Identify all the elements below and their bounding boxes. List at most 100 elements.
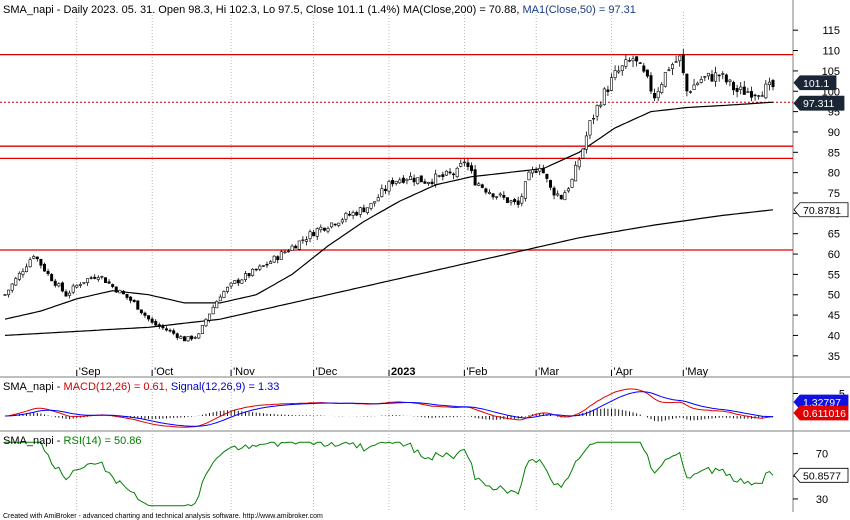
candle-body: [193, 337, 197, 339]
candle-body: [688, 91, 692, 93]
candle-body: [143, 312, 147, 316]
candle-body: [46, 271, 50, 275]
macd-tick-label: 5: [839, 389, 845, 401]
candle-body: [635, 56, 639, 62]
candle-body: [147, 315, 151, 320]
candle-body: [204, 318, 208, 327]
price-title: SMA_napi - Daily 2023. 05. 31. Open 98.3…: [3, 4, 636, 16]
candle-body: [502, 194, 506, 198]
candle-body: [28, 259, 32, 268]
candle-body: [297, 240, 301, 250]
macd-badge-text: 0.611016: [803, 408, 846, 420]
candle-body: [330, 222, 334, 228]
rsi-tick-label: 30: [816, 494, 828, 506]
candle-body: [150, 318, 154, 323]
candle-body: [642, 65, 646, 72]
candle-body: [355, 212, 359, 216]
candle-body: [620, 65, 624, 71]
candle-body: [175, 333, 179, 338]
candle-body: [513, 199, 517, 202]
candle-body: [498, 193, 502, 196]
candle-body: [505, 197, 509, 203]
candle-body: [674, 61, 678, 63]
candle-body: [764, 83, 768, 99]
candle-body: [671, 64, 675, 69]
candle-body: [757, 95, 761, 97]
candle-body: [760, 95, 764, 97]
macd-lines: [4, 388, 774, 428]
macd-title: SMA_napi - MACD(12,26) = 0.61, Signal(12…: [3, 381, 279, 393]
y-tick-label: 90: [828, 127, 840, 139]
candle-body: [746, 91, 750, 93]
candle-body: [710, 74, 714, 82]
candle-body: [541, 167, 545, 174]
y-tick-label: 75: [828, 188, 840, 200]
macd-title-macd: MACD(12,26) = 0.61,: [64, 381, 168, 393]
candle-body: [462, 161, 466, 164]
candle-body: [444, 170, 448, 176]
candle-body: [269, 261, 273, 264]
candle-body: [301, 239, 305, 242]
candle-body: [14, 278, 18, 286]
candle-body: [401, 177, 405, 183]
candle-body: [470, 165, 474, 172]
candle-body: [613, 70, 617, 78]
candle-body: [581, 148, 585, 159]
candle-body: [466, 162, 470, 167]
candle-body: [545, 173, 549, 179]
x-tick-label: 'Feb: [466, 366, 487, 378]
candle-body: [348, 213, 352, 216]
rsi-title-prefix: SMA_napi -: [3, 435, 61, 447]
candle-body: [365, 207, 369, 213]
candle-body: [68, 292, 72, 296]
candle-body: [157, 324, 161, 327]
candle-body: [358, 207, 362, 215]
candle-body: [132, 299, 136, 302]
candle-body: [624, 59, 628, 67]
candle-body: [721, 73, 725, 75]
candle-body: [480, 184, 484, 188]
y-tick-label: 85: [828, 147, 840, 159]
last-close-badge-shape: [793, 75, 837, 91]
candle-body: [243, 273, 247, 280]
candle-body: [50, 274, 54, 282]
candle-body: [656, 91, 660, 99]
candle-body: [351, 212, 355, 216]
candle-body: [412, 177, 416, 183]
candle-body: [86, 278, 90, 283]
candle-body: [129, 296, 133, 301]
last-close-badge-text: 101.1: [803, 78, 829, 90]
candle-body: [182, 336, 186, 342]
candle-body: [308, 231, 312, 240]
candle-body: [121, 290, 125, 295]
candle-body: [653, 93, 657, 99]
candle-body: [566, 188, 570, 192]
candle-body: [728, 79, 732, 82]
y-tick-label: 40: [828, 330, 840, 342]
ma200-badge: 70.8781: [793, 202, 849, 218]
candle-body: [247, 273, 251, 277]
candle-body: [326, 228, 330, 232]
candle-body: [82, 282, 86, 284]
candle-body: [290, 245, 294, 251]
candle-body: [391, 179, 395, 185]
candle-body: [487, 192, 491, 194]
candle-body: [64, 291, 68, 297]
candle-body: [724, 74, 728, 83]
candle-body: [42, 263, 46, 272]
candle-body: [154, 321, 158, 326]
candle-body: [25, 266, 29, 272]
candle-body: [57, 283, 61, 287]
candle-body: [118, 289, 122, 294]
y-tick-label: 60: [828, 249, 840, 261]
candle-body: [742, 86, 746, 95]
ma50-badge-text: 97.311: [803, 98, 834, 110]
candle-body: [703, 76, 707, 78]
candle-body: [168, 329, 172, 332]
candle-body: [200, 324, 204, 334]
candle-body: [362, 207, 366, 213]
candle-body: [602, 88, 606, 106]
candle-body: [592, 117, 596, 120]
candle-body: [53, 280, 57, 286]
